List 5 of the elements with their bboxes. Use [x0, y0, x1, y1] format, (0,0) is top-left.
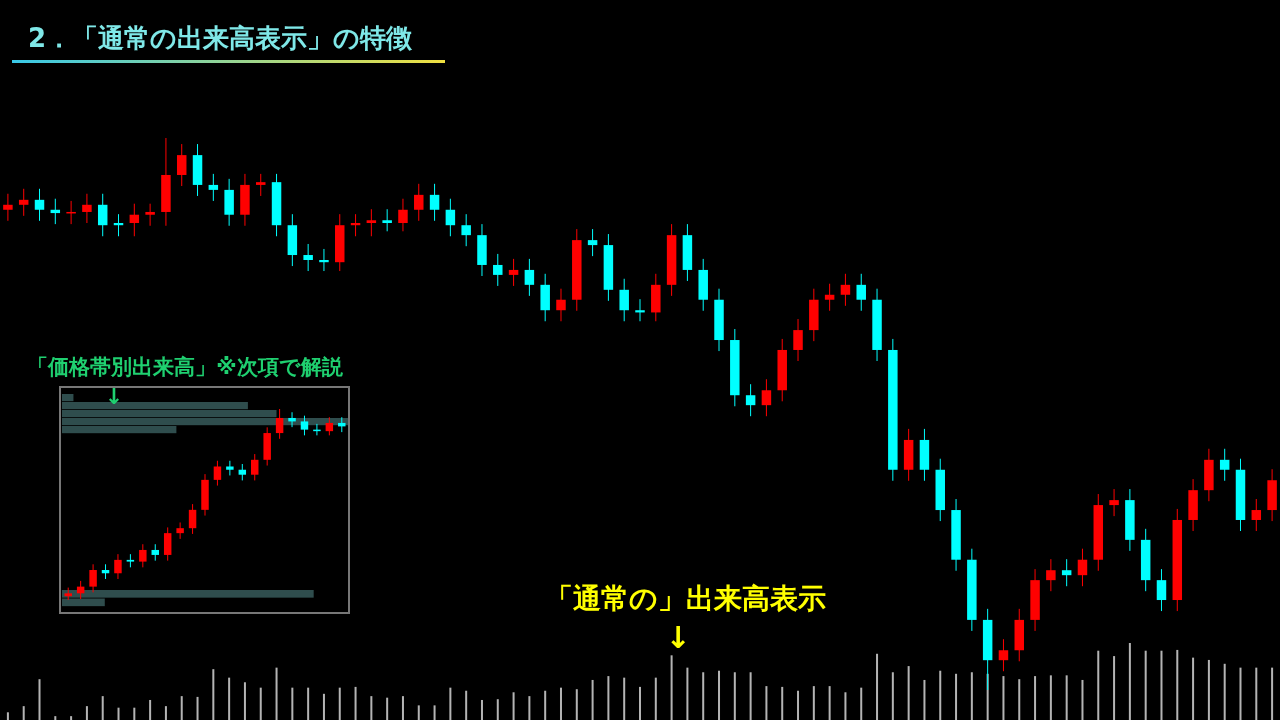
annotation: ↓: [665, 620, 691, 655]
annotation: 「通常の」出来高表示: [544, 582, 826, 615]
annotation: 「価格帯別出来高」※次項で解説: [27, 355, 344, 379]
annotation: ↓: [104, 384, 124, 409]
chart-title: 2．「通常の出来高表示」の特徴: [28, 23, 414, 53]
